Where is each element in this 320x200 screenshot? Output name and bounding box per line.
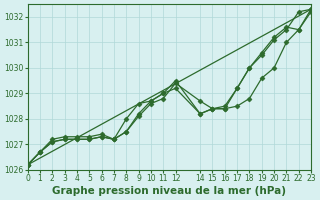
X-axis label: Graphe pression niveau de la mer (hPa): Graphe pression niveau de la mer (hPa) [52,186,286,196]
